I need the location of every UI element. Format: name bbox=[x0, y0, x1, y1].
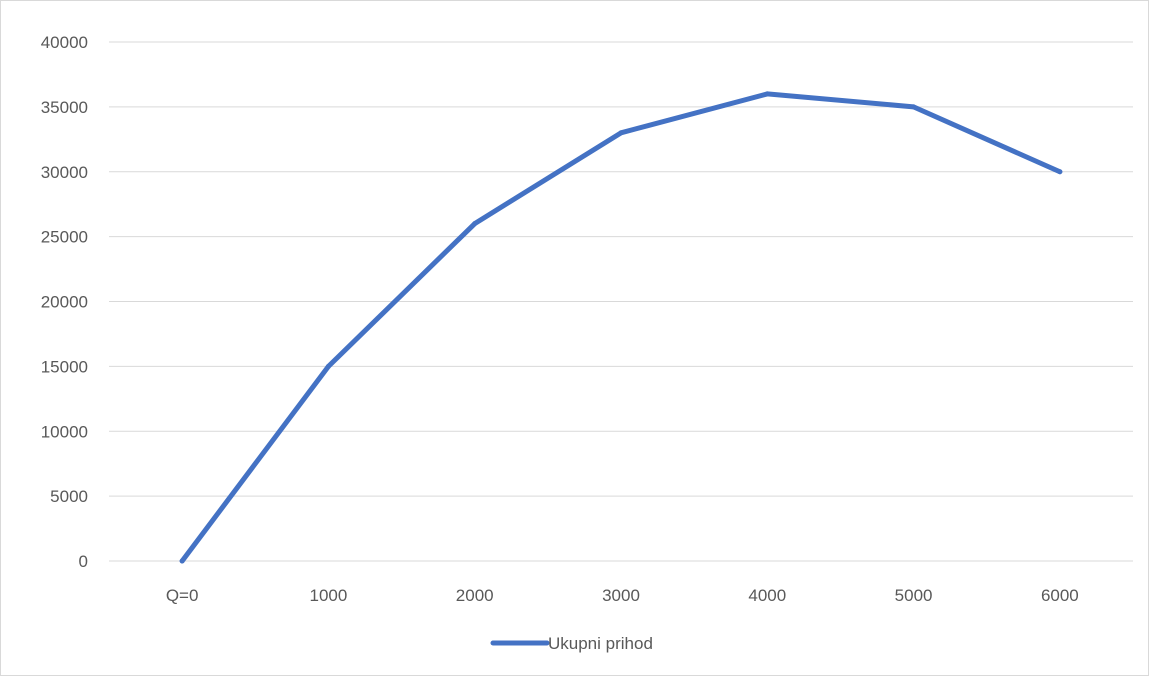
x-tick-label: 5000 bbox=[895, 586, 933, 605]
series-line bbox=[179, 91, 1063, 564]
y-tick-label: 0 bbox=[79, 552, 88, 571]
gridlines bbox=[109, 41, 1133, 562]
data-point bbox=[911, 104, 917, 110]
data-point bbox=[1057, 169, 1063, 175]
y-tick-label: 5000 bbox=[50, 487, 88, 506]
x-tick-label: 2000 bbox=[456, 586, 494, 605]
x-tick-label: 6000 bbox=[1041, 586, 1079, 605]
y-tick-label: 15000 bbox=[41, 357, 88, 376]
y-tick-label: 40000 bbox=[41, 33, 88, 52]
data-point bbox=[325, 363, 331, 369]
y-tick-label: 30000 bbox=[41, 163, 88, 182]
y-tick-label: 20000 bbox=[41, 293, 88, 312]
series-layer bbox=[179, 91, 1063, 564]
y-tick-label: 35000 bbox=[41, 98, 88, 117]
data-point bbox=[618, 130, 624, 136]
y-tick-label: 25000 bbox=[41, 228, 88, 247]
y-axis-tick-labels: 0 5000 10000 15000 20000 25000 30000 35000 40000 bbox=[41, 33, 88, 571]
y-tick-label: 10000 bbox=[41, 422, 88, 441]
x-tick-label: Q=0 bbox=[166, 586, 199, 605]
x-axis-tick-labels: Q=0 1000 2000 3000 4000 5000 6000 bbox=[166, 586, 1079, 605]
data-point bbox=[764, 91, 770, 97]
data-point bbox=[179, 558, 185, 564]
x-tick-label: 4000 bbox=[748, 586, 786, 605]
legend-entry-label: Ukupni prihod bbox=[548, 634, 653, 653]
data-point bbox=[472, 221, 478, 227]
legend: Ukupni prihod bbox=[490, 634, 653, 653]
x-tick-label: 3000 bbox=[602, 586, 640, 605]
x-tick-label: 1000 bbox=[310, 586, 348, 605]
